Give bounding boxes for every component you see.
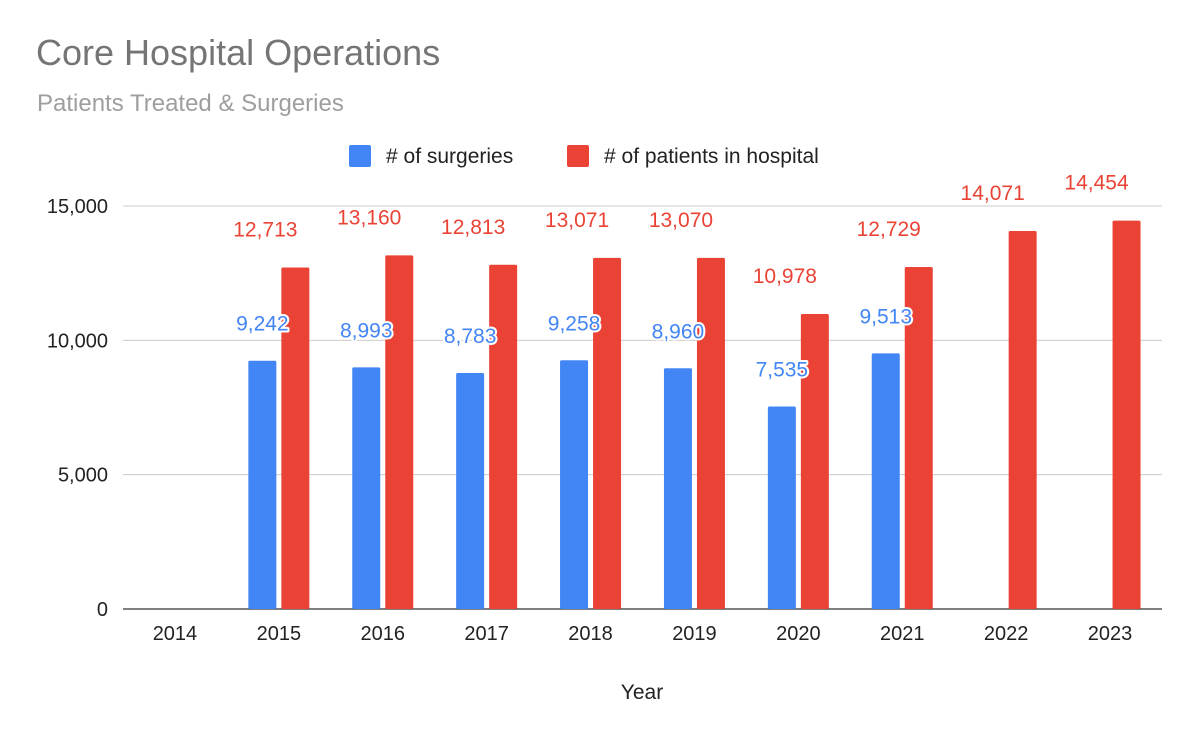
bar — [593, 257, 622, 609]
x-tick-label: 2015 — [257, 623, 302, 645]
data-label: 8,993 — [340, 319, 393, 342]
bar — [696, 257, 725, 609]
data-label: 9,258 — [548, 312, 601, 335]
chart-subtitle: Patients Treated & Surgeries — [37, 90, 344, 117]
legend-swatch — [349, 145, 371, 167]
x-tick-label: 2021 — [880, 623, 925, 645]
chart-title: Core Hospital Operations — [36, 32, 441, 73]
bar — [904, 267, 933, 609]
data-label: 12,813 — [441, 216, 505, 239]
data-label: 8,783 — [444, 325, 497, 348]
bar — [489, 264, 518, 609]
x-tick-label: 2020 — [776, 623, 821, 645]
y-tick-label: 0 — [97, 599, 108, 621]
data-label: 7,535 — [756, 359, 809, 382]
data-label: 9,513 — [859, 305, 912, 328]
bar — [385, 255, 414, 609]
x-tick-label: 2018 — [568, 623, 613, 645]
bar — [281, 267, 310, 609]
y-tick-label: 5,000 — [58, 465, 108, 487]
data-label: 14,454 — [1064, 172, 1129, 195]
legend-label: # of surgeries — [386, 145, 513, 168]
x-axis-title: Year — [621, 681, 663, 704]
legend-swatch — [567, 145, 589, 167]
x-tick-label: 2017 — [464, 623, 509, 645]
y-tick-label: 10,000 — [47, 330, 108, 352]
bar — [663, 368, 692, 609]
bar — [767, 406, 796, 609]
bar — [352, 367, 381, 609]
bar — [248, 360, 277, 609]
data-label: 12,729 — [857, 218, 921, 241]
data-label: 14,071 — [961, 182, 1025, 205]
bar — [800, 314, 829, 609]
data-label: 13,160 — [337, 206, 401, 229]
bar — [560, 360, 589, 609]
data-label: 10,978 — [753, 265, 817, 288]
x-tick-label: 2019 — [672, 623, 717, 645]
x-tick-label: 2014 — [153, 623, 198, 645]
x-tick-label: 2016 — [361, 623, 406, 645]
x-tick-label: 2023 — [1088, 623, 1133, 645]
x-tick-label: 2022 — [984, 623, 1029, 645]
data-label: 12,713 — [233, 218, 297, 241]
data-label: 9,242 — [236, 313, 289, 336]
bar — [456, 373, 485, 609]
legend-label: # of patients in hospital — [604, 145, 819, 168]
data-label: 13,070 — [649, 209, 713, 232]
bar — [1112, 220, 1141, 610]
bar — [1008, 230, 1037, 609]
data-label: 13,071 — [545, 209, 609, 232]
bar — [871, 353, 900, 609]
y-tick-label: 15,000 — [47, 196, 108, 218]
data-label: 8,960 — [652, 320, 705, 343]
